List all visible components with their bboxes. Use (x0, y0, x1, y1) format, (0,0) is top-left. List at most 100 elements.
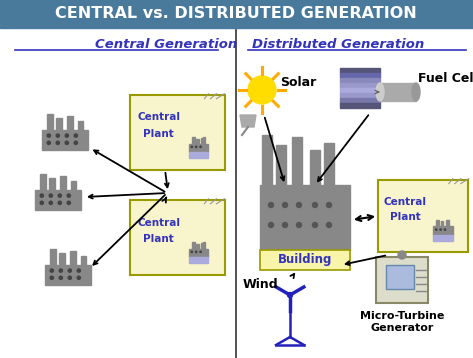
Text: CENTRAL vs. DISTRIBUTED GENERATION: CENTRAL vs. DISTRIBUTED GENERATION (55, 6, 417, 21)
Text: Central: Central (137, 218, 180, 227)
Circle shape (436, 229, 437, 230)
Circle shape (58, 201, 61, 204)
Bar (196, 139, 199, 144)
Polygon shape (240, 115, 256, 127)
Bar (276, 145, 286, 185)
Circle shape (269, 223, 273, 227)
Bar (130, 200, 225, 275)
Bar (262, 135, 272, 185)
Circle shape (440, 229, 441, 230)
Text: Central Generation: Central Generation (95, 38, 237, 50)
Circle shape (77, 276, 80, 280)
Text: Central: Central (137, 112, 180, 122)
Bar (189, 248, 208, 257)
Bar (340, 103, 380, 108)
Bar (70, 181, 76, 190)
Bar (0, 0, 473, 28)
Circle shape (282, 223, 288, 227)
Circle shape (191, 251, 193, 252)
Circle shape (248, 76, 276, 104)
Text: Building: Building (278, 253, 332, 266)
Circle shape (195, 251, 197, 252)
Circle shape (67, 201, 70, 204)
Circle shape (200, 251, 201, 252)
Circle shape (444, 229, 446, 230)
Bar (446, 220, 448, 226)
Bar (378, 180, 468, 252)
Text: Central: Central (384, 197, 427, 207)
Bar (340, 88, 380, 93)
Bar (50, 249, 56, 265)
Circle shape (58, 194, 61, 197)
Bar (340, 83, 380, 88)
Bar (189, 257, 208, 263)
Circle shape (50, 276, 53, 280)
Circle shape (49, 194, 53, 197)
Bar (340, 93, 380, 98)
Bar (340, 73, 380, 78)
Bar (47, 114, 53, 130)
Bar (59, 253, 65, 265)
Circle shape (68, 276, 71, 280)
Bar (70, 251, 76, 265)
Circle shape (68, 269, 71, 272)
Bar (310, 150, 320, 185)
Bar (324, 143, 334, 185)
Text: Distributed Generation: Distributed Generation (252, 38, 424, 50)
Circle shape (56, 141, 60, 144)
Circle shape (269, 203, 273, 208)
Bar (386, 265, 414, 289)
Text: Plant: Plant (143, 234, 174, 244)
Text: Micro-Turbine: Micro-Turbine (360, 311, 444, 321)
Circle shape (65, 134, 69, 137)
Bar (260, 250, 350, 270)
Bar (67, 116, 73, 130)
Bar (40, 174, 46, 190)
Circle shape (282, 203, 288, 208)
Circle shape (65, 141, 69, 144)
Bar (201, 137, 204, 144)
Text: Solar: Solar (280, 76, 316, 88)
Bar (433, 235, 453, 241)
Bar (292, 137, 302, 185)
Circle shape (200, 146, 201, 147)
Circle shape (297, 223, 301, 227)
Bar (189, 144, 208, 153)
Circle shape (67, 194, 70, 197)
Circle shape (59, 276, 62, 280)
Circle shape (313, 203, 317, 208)
Bar (49, 178, 55, 190)
Circle shape (49, 201, 53, 204)
Circle shape (297, 203, 301, 208)
Circle shape (50, 269, 53, 272)
Ellipse shape (376, 83, 384, 101)
Bar (35, 190, 81, 210)
Bar (340, 68, 380, 73)
Bar (80, 256, 86, 265)
Circle shape (398, 251, 406, 259)
Bar (340, 98, 380, 103)
Circle shape (326, 203, 332, 208)
Bar (203, 242, 205, 250)
Circle shape (313, 223, 317, 227)
Bar (192, 242, 194, 248)
Bar (192, 137, 194, 144)
Circle shape (59, 269, 62, 272)
Text: Plant: Plant (143, 129, 174, 139)
Circle shape (191, 146, 193, 147)
Circle shape (74, 134, 78, 137)
Circle shape (195, 146, 197, 147)
Bar (201, 242, 204, 248)
Circle shape (40, 201, 44, 204)
Text: Fuel Cell: Fuel Cell (418, 72, 473, 84)
Bar (340, 78, 380, 83)
Bar (447, 220, 449, 227)
Bar (78, 121, 83, 130)
Bar (203, 137, 205, 145)
Ellipse shape (412, 83, 420, 101)
Circle shape (40, 194, 44, 197)
Bar (130, 95, 225, 170)
Circle shape (56, 134, 60, 137)
Bar (436, 220, 439, 226)
Bar (380, 83, 416, 101)
